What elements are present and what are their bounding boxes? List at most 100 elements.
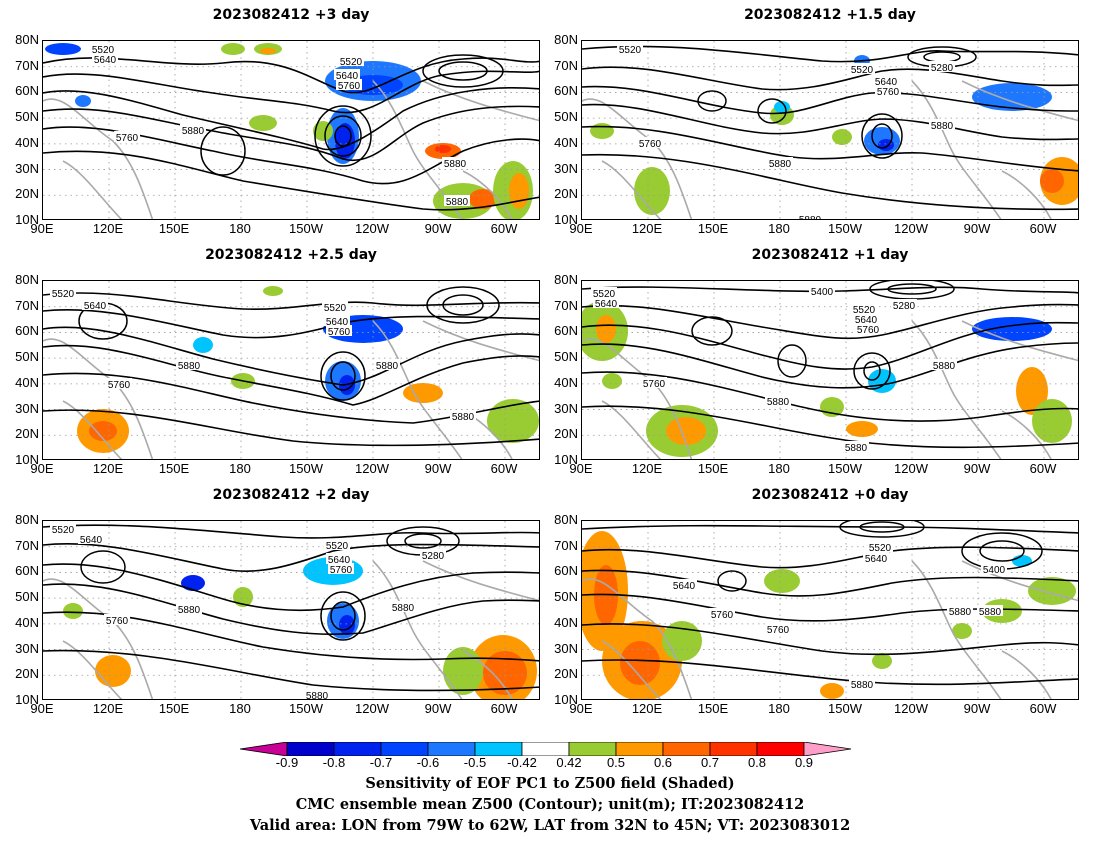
lat-tick-label: 30N bbox=[15, 160, 39, 176]
lat-tick-label: 80N bbox=[554, 272, 578, 287]
lat-tick-label: 70N bbox=[554, 297, 578, 313]
shaded-region bbox=[193, 337, 213, 353]
shaded-region bbox=[620, 641, 660, 685]
lon-tick-label: 180 bbox=[768, 221, 790, 236]
contour-label: 5880 bbox=[446, 197, 469, 208]
shaded-region bbox=[846, 421, 878, 437]
coastline bbox=[911, 320, 1002, 459]
contour-line bbox=[43, 649, 539, 692]
coastline bbox=[372, 320, 463, 459]
map-frame: 5520 5640 5400 5280 5520 5640 5760 5760 5880 5880… bbox=[581, 280, 1079, 460]
shaded-region bbox=[260, 48, 276, 54]
lon-tick-label: 60W bbox=[490, 461, 518, 476]
contour-label-bg bbox=[374, 359, 400, 370]
contour-label-bg bbox=[450, 410, 476, 421]
contour-line bbox=[582, 45, 1078, 63]
lon-tick-label: 120W bbox=[355, 221, 389, 236]
lon-tick-label: 150W bbox=[828, 461, 862, 476]
contour-label: 5520 bbox=[619, 45, 642, 56]
contour-label: 5640 bbox=[336, 71, 359, 82]
lat-tick-label: 40N bbox=[15, 614, 39, 630]
panel-title: 2023082412 +3 day bbox=[212, 7, 370, 23]
contour-ring bbox=[859, 521, 905, 533]
sensitivity-shading bbox=[77, 286, 539, 453]
lat-tick-label: 10N bbox=[15, 452, 39, 467]
colorbar-tick-label: 0.9 bbox=[794, 755, 814, 770]
shaded-region bbox=[1032, 399, 1072, 443]
contour-line bbox=[582, 85, 1078, 115]
contour-ring bbox=[871, 123, 893, 149]
contour-line bbox=[582, 546, 1078, 569]
coastline bbox=[462, 650, 513, 699]
coastline bbox=[422, 560, 539, 602]
shaded-region bbox=[764, 569, 800, 593]
contour-labels: 5520564054005280552056405760576058805880… bbox=[591, 285, 957, 454]
contour-label: 5760 bbox=[108, 380, 131, 391]
map-frame: 5520 5640 5520 5640 5760 5760 5880 5880 5880 bbox=[42, 280, 540, 460]
shaded-region bbox=[972, 83, 1052, 111]
lat-tick-label: 60N bbox=[554, 563, 578, 579]
lat-tick-label: 20N bbox=[554, 426, 578, 442]
sensitivity-shading bbox=[590, 55, 1078, 215]
contour-ring bbox=[438, 61, 488, 81]
lon-tick-label: 90E bbox=[569, 701, 593, 716]
caption-line-1: Sensitivity of EOF PC1 to Z500 field (Sh… bbox=[365, 775, 735, 792]
contour-label-bg bbox=[324, 539, 350, 550]
lat-tick-label: 40N bbox=[15, 374, 39, 390]
contour-ring bbox=[777, 344, 807, 378]
shaded-region bbox=[75, 95, 91, 107]
contour-ring bbox=[334, 125, 352, 147]
contour-label-bg bbox=[809, 285, 835, 296]
colorbar-tick-label: -0.8 bbox=[322, 755, 346, 770]
colorbar-swatch bbox=[286, 742, 335, 756]
colorbar-tick-label: 0.5 bbox=[606, 755, 626, 770]
contour-label: 5760 bbox=[338, 81, 361, 92]
contour-line bbox=[43, 543, 539, 572]
contour-label-bg bbox=[671, 579, 697, 590]
lat-tick-label: 50N bbox=[15, 349, 39, 365]
lon-tick-label: 60W bbox=[1029, 701, 1057, 716]
contour-label-bg bbox=[336, 79, 362, 90]
lat-tick-label: 50N bbox=[554, 109, 578, 125]
contour-label: 5880 bbox=[979, 607, 1002, 618]
lon-tick-label: 90W bbox=[963, 701, 991, 716]
coastline bbox=[43, 98, 154, 219]
contour-label: 5760 bbox=[711, 610, 734, 621]
lat-tick-label: 50N bbox=[554, 589, 578, 605]
contour-line bbox=[582, 405, 1078, 449]
lat-tick-label: 70N bbox=[554, 537, 578, 553]
lat-tick-label: 30N bbox=[15, 640, 39, 656]
contour-line bbox=[43, 326, 539, 386]
contour-ring bbox=[320, 351, 366, 401]
contour-ring bbox=[422, 54, 504, 88]
contour-label-bg bbox=[851, 303, 877, 314]
lat-tick-label: 20N bbox=[15, 426, 39, 442]
coastline bbox=[422, 80, 539, 122]
lon-tick-label: 120E bbox=[631, 461, 663, 476]
contour-label: 5640 bbox=[875, 77, 898, 88]
colorbar-swatch bbox=[756, 742, 805, 756]
contour-line bbox=[582, 569, 1078, 597]
colorbar-swatch bbox=[380, 742, 429, 756]
panel-title: 2023082412 +2.5 day bbox=[205, 247, 377, 263]
lon-tick-label: 180 bbox=[768, 701, 790, 716]
contour-label: 5760 bbox=[328, 327, 351, 338]
shaded-region bbox=[435, 145, 451, 153]
coastlines bbox=[582, 560, 1078, 699]
contour-label: 5880 bbox=[444, 159, 467, 170]
lat-tick-label: 20N bbox=[554, 186, 578, 202]
contour-label: 5760 bbox=[116, 133, 139, 144]
lon-tick-label: 150E bbox=[158, 461, 190, 476]
colorbar-swatch bbox=[521, 742, 570, 756]
shaded-region bbox=[45, 43, 81, 55]
contour-line bbox=[582, 286, 1078, 294]
contour-label-bg bbox=[420, 549, 446, 560]
contour-label: 5760 bbox=[639, 139, 662, 150]
lon-tick-label: 120E bbox=[631, 221, 663, 236]
lat-tick-label: 30N bbox=[554, 400, 578, 416]
lon-tick-label: 150E bbox=[158, 221, 190, 236]
contour-label: 5880 bbox=[178, 605, 201, 616]
contour-label: 5520 bbox=[324, 303, 347, 314]
contour-label-bg bbox=[947, 605, 973, 616]
shaded-region bbox=[95, 655, 131, 687]
